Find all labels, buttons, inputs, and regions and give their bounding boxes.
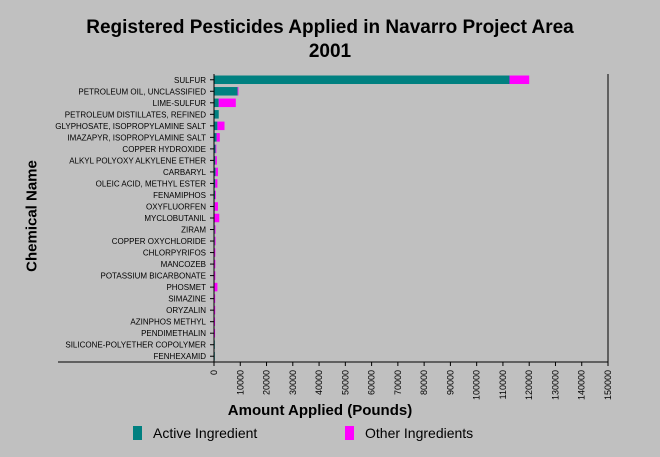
bar-other	[215, 167, 218, 177]
category-label: CHLORPYRIFOS	[143, 249, 206, 258]
bar-other	[217, 121, 225, 131]
bar-active	[214, 121, 218, 131]
category-label: IMAZAPYR, ISOPROPYLAMINE SALT	[67, 133, 206, 142]
category-label: COPPER HYDROXIDE	[122, 145, 206, 154]
bar-other	[214, 282, 218, 292]
bar-active	[214, 87, 238, 96]
category-label: POTASSIUM BICARBONATE	[101, 272, 207, 281]
category-label: ALKYL POLYOXY ALKYLENE ETHER	[69, 156, 206, 165]
x-tick-label: 60000	[367, 370, 377, 395]
x-tick-label: 80000	[419, 370, 429, 395]
bar-other	[215, 144, 217, 154]
x-tick-label: 130000	[550, 370, 560, 400]
category-label: PETROLEUM DISTILLATES, REFINED	[65, 110, 206, 119]
chart-title-line-1: Registered Pesticides Applied in Navarro…	[86, 17, 574, 38]
legend-label-active: Active Ingredient	[153, 425, 258, 441]
x-tick-label: 70000	[393, 370, 403, 395]
category-label: PENDIMETHALIN	[141, 329, 206, 338]
legend-swatch-other	[345, 426, 354, 440]
x-tick-label: 110000	[498, 370, 508, 399]
category-label: OLEIC ACID, METHYL ESTER	[96, 179, 207, 188]
category-label: COPPER OXYCHLORIDE	[112, 237, 206, 246]
category-label: FENAMIPHOS	[153, 191, 206, 200]
category-label: LIME-SULFUR	[153, 99, 207, 108]
category-label: SILICONE-POLYETHER COPOLYMER	[65, 341, 206, 350]
x-tick-label: 40000	[314, 370, 324, 395]
x-axis-label: Amount Applied (Pounds)	[227, 402, 413, 419]
x-tick-label: 50000	[340, 370, 350, 395]
bar-other	[218, 98, 236, 108]
bar-other	[214, 305, 216, 315]
bar-active	[214, 190, 216, 200]
bar-active	[214, 98, 219, 108]
bar-other	[214, 294, 216, 303]
x-tick-label: 10000	[235, 370, 245, 395]
x-tick-label: 20000	[262, 370, 272, 395]
category-label: ORYZALIN	[166, 306, 206, 315]
bar-active	[214, 179, 216, 188]
bar-active	[214, 110, 219, 119]
x-tick-label: 100000	[472, 370, 482, 400]
bar-other	[214, 259, 216, 269]
category-label: SIMAZINE	[168, 295, 206, 304]
bar-other	[509, 75, 530, 85]
category-label: CARBARYL	[163, 168, 207, 177]
legend-label-other: Other Ingredients	[365, 425, 474, 441]
x-tick-label: 90000	[445, 370, 455, 395]
x-tick-label: 140000	[577, 370, 587, 400]
x-tick-label: 0	[209, 370, 219, 375]
bar-active	[214, 156, 216, 165]
chart-title-line-2: 2001	[308, 41, 352, 62]
bar-other	[214, 317, 216, 326]
bar-active	[214, 144, 216, 154]
bar-other	[214, 328, 216, 338]
bar-other	[215, 156, 217, 165]
x-tick-label: 30000	[288, 370, 298, 395]
bar-other	[237, 87, 239, 96]
legend-item-active: Active Ingredient	[133, 425, 257, 441]
bar-other	[216, 133, 220, 142]
category-label: PHOSMET	[166, 283, 206, 292]
x-tick-label: 120000	[524, 370, 534, 400]
x-tick-label: 150000	[603, 370, 613, 400]
bar-other	[215, 179, 218, 188]
category-label: MYCLOBUTANIL	[144, 214, 206, 223]
bar-other	[214, 271, 216, 280]
bar-other	[215, 190, 216, 200]
bar-other	[214, 213, 220, 223]
category-label: FENHEXAMID	[154, 352, 207, 361]
bar-active	[214, 133, 217, 142]
bar-other	[214, 225, 216, 234]
category-label: MANCOZEB	[161, 260, 206, 269]
category-label: ZIRAM	[181, 226, 206, 235]
category-label: AZINPHOS METHYL	[130, 318, 206, 327]
category-label: SULFUR	[174, 76, 206, 85]
bar-other	[214, 248, 216, 257]
bar-other	[214, 202, 218, 211]
legend-swatch-active	[133, 426, 142, 440]
plot-area	[58, 74, 608, 362]
bar-other	[214, 236, 216, 246]
y-axis-label: Chemical Name	[23, 160, 41, 272]
category-label: GLYPHOSATE, ISOPROPYLAMINE SALT	[55, 122, 206, 131]
bar-active	[214, 167, 216, 177]
legend-item-other: Other Ingredients	[345, 425, 473, 441]
category-label: PETROLEUM OIL, UNCLASSIFIED	[78, 87, 206, 96]
bar-active	[214, 75, 510, 85]
category-label: OXYFLUORFEN	[146, 202, 206, 211]
